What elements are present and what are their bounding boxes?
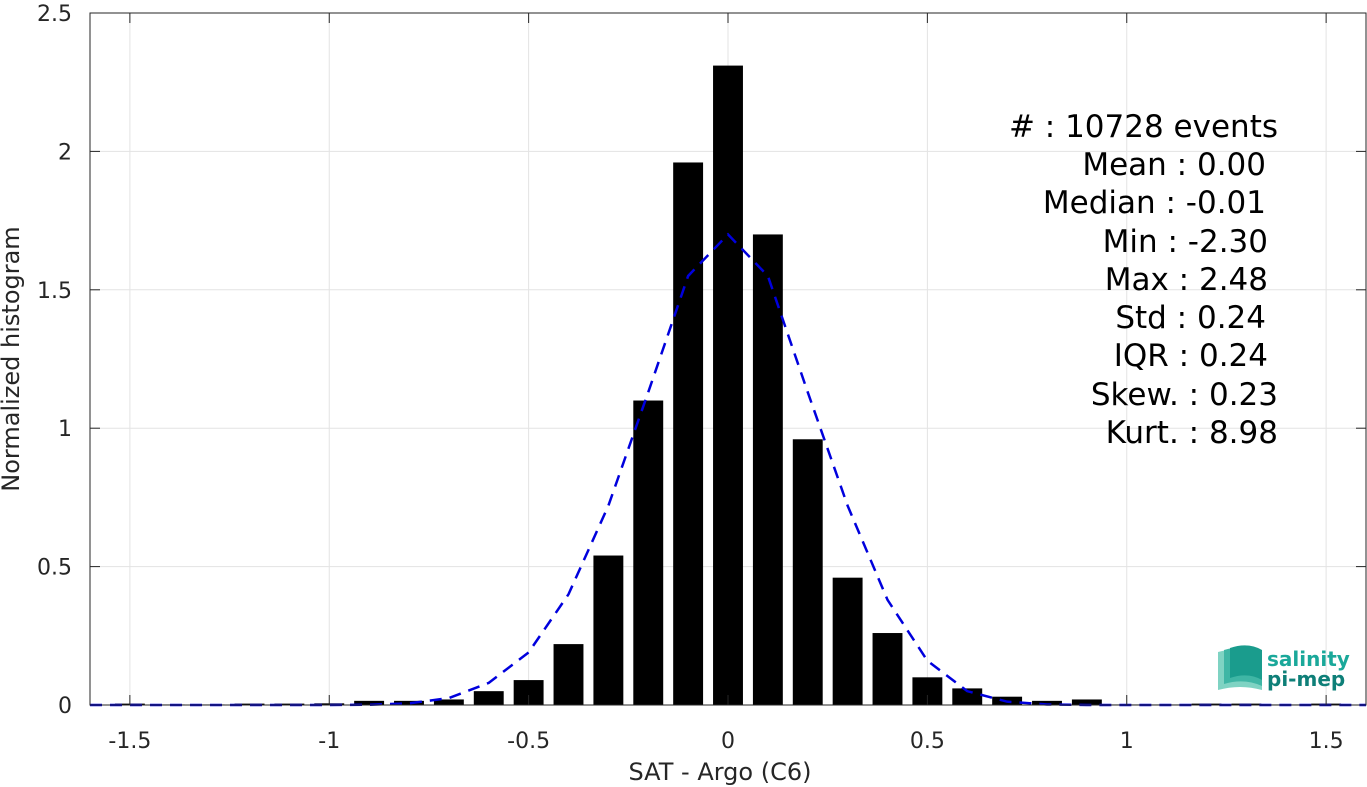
stat-std: Std : 0.24 [1115,300,1266,336]
logo-text-pi-mep: pi-mep [1267,667,1345,691]
y-tick-label: 0.5 [37,556,72,581]
histogram-bar [1071,699,1102,705]
y-tick-label: 2 [58,140,72,165]
y-tick-label: 0 [58,694,72,719]
stat-max: Max : 2.48 [1105,262,1268,298]
x-tick-label: -0.5 [507,729,550,754]
x-tick-label: 0.5 [910,729,945,754]
stat-mean: Mean : 0.00 [1082,147,1266,183]
x-tick-label: 1 [1120,729,1134,754]
histogram-bar [792,439,823,705]
histogram-bar [673,162,704,706]
histogram-bar [832,577,863,705]
histogram-bar [234,703,265,705]
histogram-bar [394,700,424,705]
stat-min: Min : -2.30 [1103,224,1268,260]
y-tick-label: 1 [58,417,72,442]
y-tick-labels: 0 0.5 1 1.5 2 2.5 [37,2,72,719]
histogram-bars [114,65,1342,706]
wave-logo-icon [1218,645,1262,690]
x-tick-label: 1.5 [1309,729,1344,754]
histogram-bar [274,703,305,705]
stat-skew: Skew. : 0.23 [1091,377,1278,413]
statistics-panel: # : 10728 events Mean : 0.00 Median : -0… [1009,109,1278,451]
stat-kurt: Kurt. : 8.98 [1106,415,1278,451]
histogram-bar [593,555,624,705]
axis-ticks [90,12,1366,706]
y-tick-label: 2.5 [37,2,72,27]
histogram-bar [952,688,983,705]
stat-iqr: IQR : 0.24 [1114,338,1268,374]
stat-events: # : 10728 events [1009,109,1278,145]
histogram-bar [872,633,903,705]
histogram-bar [354,700,385,705]
histogram-bar [473,691,504,705]
y-tick-label: 1.5 [37,279,72,304]
salinity-pi-mep-logo: salinity pi-mep [1218,645,1350,691]
histogram-bar [553,644,584,705]
x-tick-labels: -1.5 -1 -0.5 0 0.5 1 1.5 [108,729,1343,754]
histogram-bar [633,400,664,705]
gaussian-fit-line [90,232,1366,707]
histogram-bar [752,234,783,705]
x-tick-label: 0 [721,729,735,754]
x-tick-label: -1.5 [108,729,151,754]
y-axis-label: Normalized histogram [0,226,25,491]
histogram-bar [433,699,464,705]
x-tick-label: -1 [318,729,340,754]
histogram-bar [1032,700,1062,705]
stat-median: Median : -0.01 [1043,185,1266,221]
histogram-bar [713,65,743,706]
logo-text-salinity: salinity [1267,647,1350,671]
x-axis-label: SAT - Argo (C6) [629,758,812,786]
